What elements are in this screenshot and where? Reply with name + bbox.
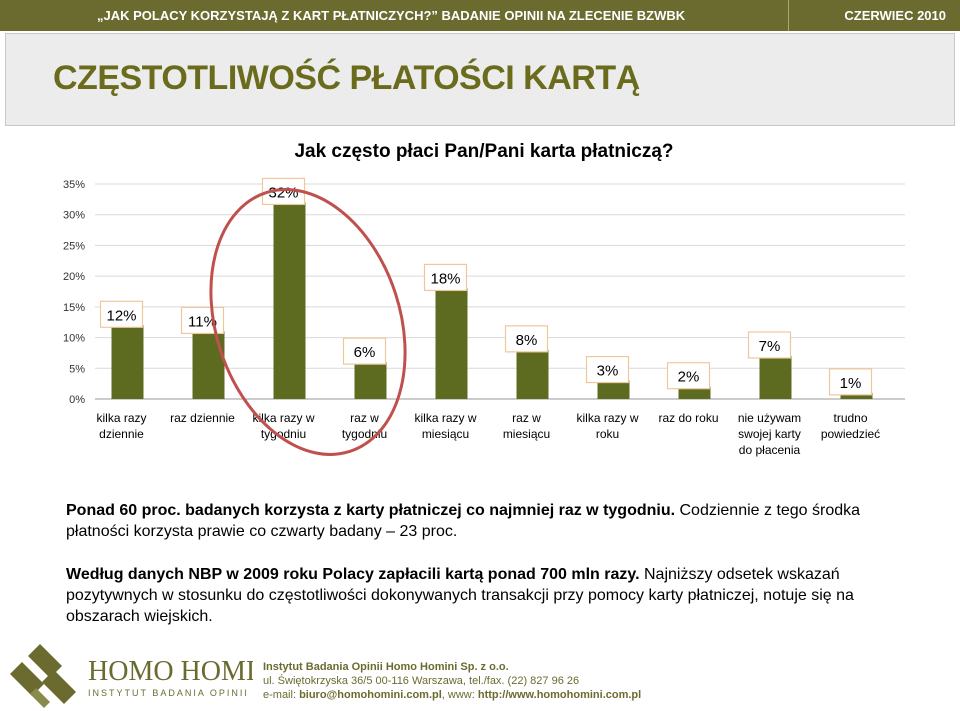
category-label: kilka razy w (576, 411, 638, 425)
y-tick-label: 5% (69, 363, 85, 375)
header-bar: „JAK POLACY KORZYSTAJĄ Z KART PŁATNICZYC… (0, 0, 960, 31)
highlight-ellipse (209, 188, 407, 456)
footer-email[interactable]: biuro@homohomini.com.pl (299, 689, 442, 701)
header-date: CZERWIEC 2010 (844, 8, 946, 23)
y-tick-label: 0% (69, 394, 85, 406)
data-label-box (828, 368, 873, 396)
data-label: 7% (759, 338, 781, 355)
data-label: 8% (516, 332, 538, 349)
bar (192, 331, 225, 399)
bar-chart: 0% 5% 10% 15% 20% 25% 30% 35% 12% kilka razy dzien… (63, 177, 905, 457)
y-tick-label: 15% (63, 302, 85, 314)
slide-title: CZĘSTOTLIWOŚĆ PŁATOŚCI KARTĄ (53, 59, 640, 97)
category-label: miesiącu (422, 427, 469, 441)
data-label-box (99, 300, 144, 328)
summary-paragraph-1: Ponad 60 proc. badanych korzysta z karty… (66, 500, 906, 542)
question-text: Jak często płaci Pan/Pani karta płatnicz… (294, 141, 674, 162)
category-label: raz w (350, 411, 379, 425)
data-label-box (747, 331, 792, 359)
footer-www[interactable]: http://www.homohomini.com.pl (477, 689, 642, 701)
bar (597, 380, 630, 399)
footer-email-label: e-mail: (263, 689, 300, 701)
bar (111, 325, 144, 399)
data-label: 12% (106, 307, 136, 324)
title-box: CZĘSTOTLIWOŚĆ PŁATOŚCI KARTĄ (5, 33, 955, 126)
data-label: 6% (354, 344, 376, 361)
summary-1-bold: Ponad 60 proc. badanych korzysta z karty… (66, 502, 676, 519)
data-label: 18% (430, 270, 460, 287)
category-label: raz do roku (658, 411, 718, 425)
category-label: kilka razy (96, 411, 146, 425)
data-label: 11% (188, 313, 217, 330)
data-label-box (423, 263, 468, 292)
category-label: miesiącu (503, 427, 550, 441)
footer-contact: Instytut Badania Opinii Homo Homini Sp. … (263, 660, 641, 702)
category-label: trudno (833, 411, 867, 425)
category-label: raz dziennie (170, 411, 235, 425)
bar (840, 392, 873, 399)
bar (273, 202, 306, 399)
category-label: roku (596, 427, 619, 441)
y-tick-label: 25% (63, 240, 85, 252)
data-label-box (180, 306, 225, 335)
bar (435, 288, 468, 399)
bar (759, 356, 792, 399)
footer-address: ul. Świętokrzyska 36/5 00-116 Warszawa, … (263, 675, 580, 687)
summary-2-normal: Najniższy odsetek wskazań pozytywnych w … (66, 566, 854, 625)
logo-name: HOMO HOMINI (88, 656, 253, 687)
logo-subtitle: INSTYTUT BADANIA OPINII (88, 688, 249, 698)
data-label: 2% (678, 369, 700, 386)
category-label: raz w (512, 411, 541, 425)
category-label: do płacenia (739, 443, 801, 457)
y-tick-label: 20% (63, 271, 85, 283)
category-label: dziennie (99, 427, 144, 441)
data-label-box (504, 325, 549, 353)
category-label: swojej karty (738, 427, 801, 441)
summary-paragraph-2: Według danych NBP w 2009 roku Polacy zap… (66, 564, 906, 627)
footer-www-label: , www: (441, 689, 478, 701)
data-label-box (585, 355, 630, 384)
category-label: powiedzieć (821, 427, 880, 441)
chart-question: Jak często płaci Pan/Pani karta płatnicz… (0, 141, 960, 163)
summary-1-normal: Codziennie z tego środka płatności korzy… (66, 502, 861, 540)
category-label: kilka razy w (252, 411, 314, 425)
y-tick-label: 10% (63, 333, 85, 345)
footer-email-line: e-mail: biuro@homohomini.com.pl, www: ht… (263, 688, 641, 702)
category-label: nie używam (738, 411, 801, 425)
bar (354, 362, 387, 399)
summary-2-bold: Według danych NBP w 2009 roku Polacy zap… (66, 566, 640, 583)
homo-homini-logo: HOMO HOMINI INSTYTUT BADANIA OPINII (10, 644, 253, 708)
data-label: 3% (597, 363, 619, 380)
data-label: 32% (268, 184, 298, 201)
bar (516, 349, 549, 399)
logo-mark-icon (10, 644, 76, 708)
bar (678, 386, 711, 399)
data-label-box (666, 362, 711, 390)
data-label: 1% (840, 375, 862, 392)
header-divider (788, 0, 789, 31)
data-label-box (342, 337, 387, 365)
y-tick-label: 35% (63, 179, 85, 191)
y-tick-label: 30% (63, 210, 85, 222)
footer-org: Instytut Badania Opinii Homo Homini Sp. … (263, 661, 509, 673)
category-label: kilka razy w (414, 411, 476, 425)
header-title: „JAK POLACY KORZYSTAJĄ Z KART PŁATNICZYC… (97, 8, 686, 23)
